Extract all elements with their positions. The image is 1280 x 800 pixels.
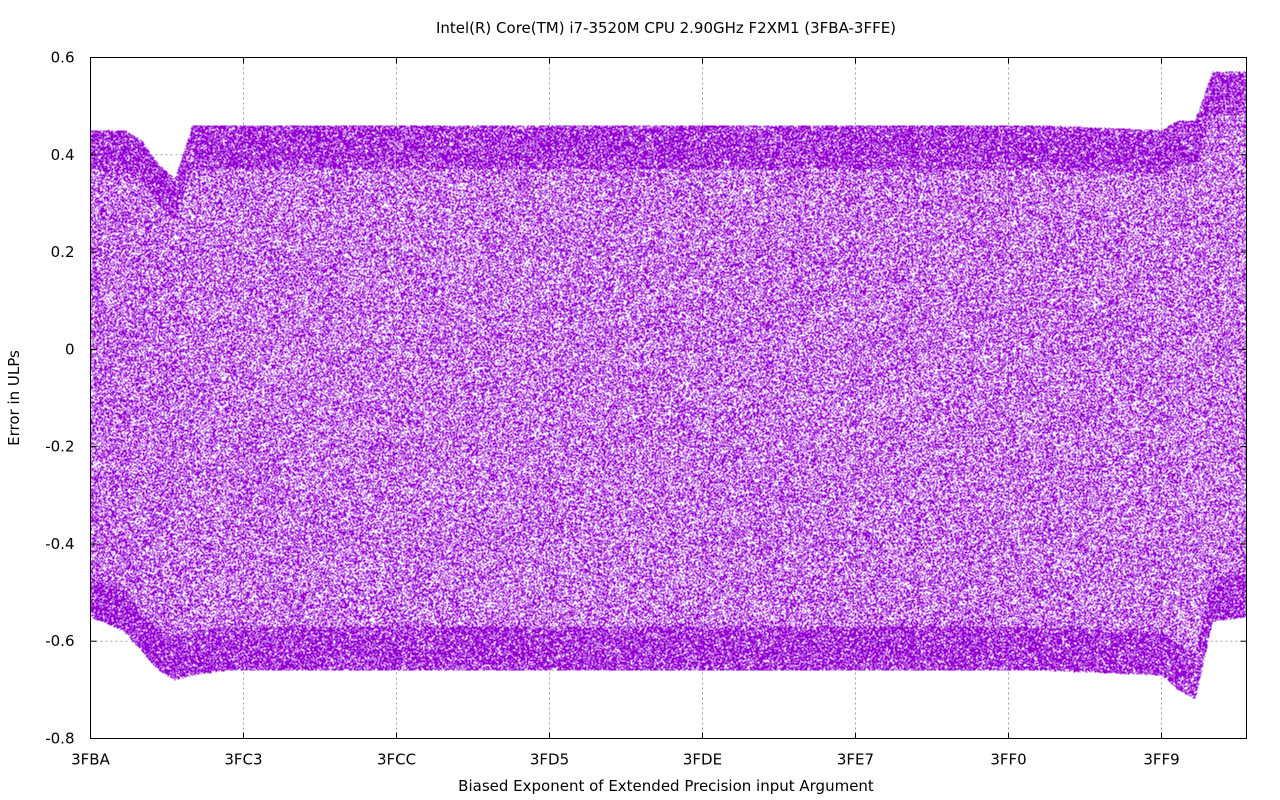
y-tick-label: -0.6: [45, 632, 74, 650]
x-axis-label: Biased Exponent of Extended Precision in…: [458, 777, 874, 795]
x-tick-label: 3FBA: [71, 751, 110, 769]
y-axis-label: Error in ULPs: [5, 350, 23, 446]
y-tick-label: -0.4: [45, 535, 74, 553]
x-tick-label: 3FE7: [837, 751, 874, 769]
y-tick-label: -0.8: [45, 730, 74, 748]
chart-title: Intel(R) Core(TM) i7-3520M CPU 2.90GHz F…: [436, 19, 896, 37]
y-tick-label: 0.2: [51, 243, 75, 261]
y-tick-label: -0.2: [45, 438, 74, 456]
scatter-points: [90, 57, 1247, 739]
x-tick-label: 3FDE: [683, 751, 722, 769]
x-tick-label: 3FF0: [990, 751, 1026, 769]
axis-ticks: 3FBA 3FC3 3FCC 3FD5 3FDE 3FE7 3FF0 3FF9 0.6 0.4 0.…: [45, 49, 1247, 769]
x-tick-label: 3FC3: [224, 751, 262, 769]
y-tick-label: 0.4: [51, 146, 75, 164]
y-tick-label: 0: [65, 340, 75, 358]
y-tick-label: 0.6: [51, 49, 75, 67]
x-tick-label: 3FCC: [377, 751, 416, 769]
x-tick-label: 3FD5: [530, 751, 569, 769]
x-tick-label: 3FF9: [1143, 751, 1179, 769]
data-points: [90, 57, 1247, 739]
plot-frame: [90, 57, 1247, 739]
